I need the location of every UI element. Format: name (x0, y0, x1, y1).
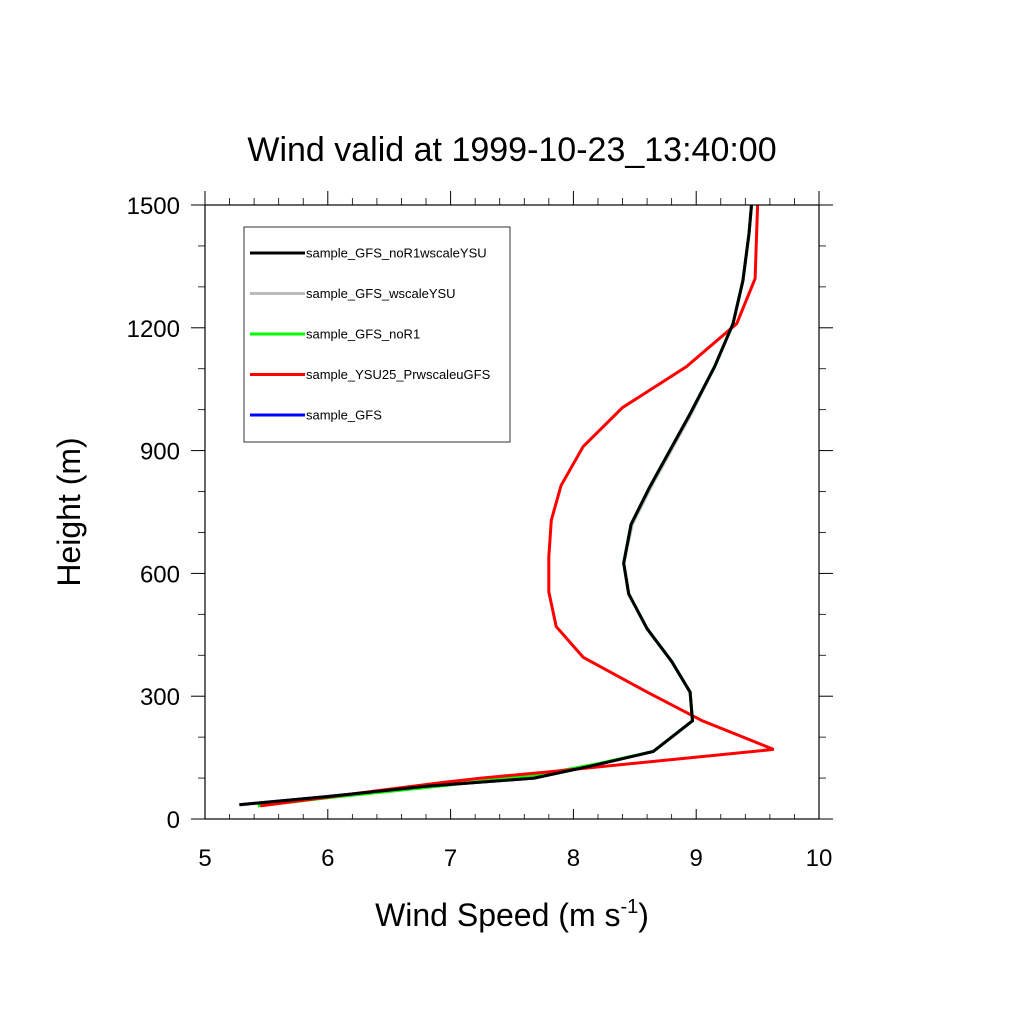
x-tick-label: 6 (321, 845, 334, 872)
legend: sample_GFS_noR1wscaleYSU sample_GFS_wscal… (243, 226, 511, 443)
legend-label-3: sample_YSU25_PrwscaleuGFS (306, 367, 491, 382)
y-tick-label: 0 (167, 807, 180, 834)
y-tick-label: 1200 (127, 316, 180, 343)
x-axis-label: Wind Speed (m s-1) (375, 896, 649, 933)
y-tick-label: 300 (140, 684, 180, 711)
x-tick-label: 8 (567, 845, 580, 872)
legend-label-2: sample_GFS_noR1 (306, 327, 420, 342)
x-tick-label: 9 (690, 845, 703, 872)
y-tick-label: 600 (140, 561, 180, 588)
x-axis-label-main: Wind Speed (m s (375, 897, 620, 933)
x-axis-label-end: ) (638, 897, 649, 933)
y-axis-label: Height (m) (51, 437, 87, 586)
series-line-4 (239, 205, 753, 807)
legend-label-4: sample_GFS (306, 408, 382, 423)
tick-marks (191, 191, 833, 820)
x-tick-label: 5 (198, 845, 211, 872)
tick-labels: 5 6 7 8 9 10 0 300 600 900 1200 1500 (127, 193, 833, 872)
series-layer (239, 205, 775, 808)
legend-label-1: sample_GFS_wscaleYSU (306, 286, 456, 301)
series-line-3 (260, 205, 775, 808)
y-tick-label: 1500 (127, 193, 180, 220)
x-tick-label: 10 (806, 845, 833, 872)
chart-title: Wind valid at 1999-10-23_13:40:00 (247, 131, 776, 169)
x-tick-label: 7 (444, 845, 457, 872)
plot-area (239, 205, 775, 808)
plot-frame (204, 204, 820, 820)
x-axis-label-superscript: -1 (620, 896, 638, 918)
y-tick-label: 900 (140, 439, 180, 466)
legend-label-0: sample_GFS_noR1wscaleYSU (306, 246, 487, 261)
